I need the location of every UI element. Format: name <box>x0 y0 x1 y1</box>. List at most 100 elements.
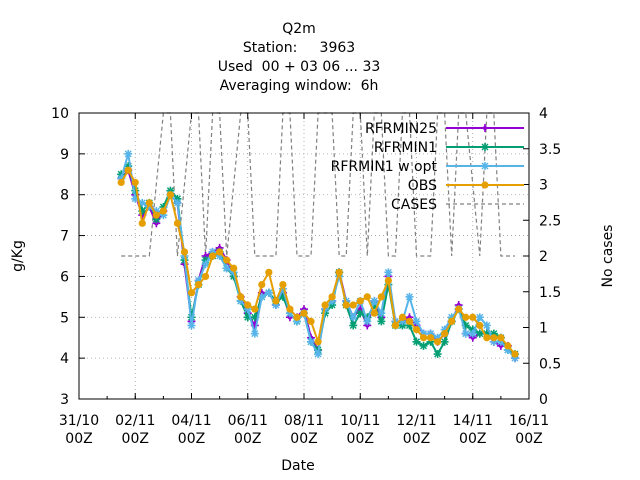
data-point <box>250 329 259 338</box>
data-point <box>433 350 442 359</box>
series-rfrmin1 <box>117 162 519 359</box>
data-point <box>279 281 287 289</box>
data-point <box>468 329 477 338</box>
y2-tick-label: 0.5 <box>539 356 561 372</box>
data-point <box>419 341 428 350</box>
data-point <box>124 166 132 174</box>
data-point <box>223 256 231 264</box>
data-point <box>131 178 139 187</box>
y-tick-label: 4 <box>60 351 69 367</box>
data-point <box>490 334 498 342</box>
data-point <box>370 309 378 317</box>
data-point <box>264 288 273 297</box>
y2-tick-label: 1.5 <box>539 285 561 301</box>
plot-border <box>78 112 530 400</box>
y-tick-label: 9 <box>60 147 69 163</box>
legend-label: RFRMIN25 <box>365 121 437 137</box>
legend: RFRMIN25 RFRMIN1 RFRMIN1 w opt OBS CASES <box>331 121 524 213</box>
data-point <box>173 219 182 227</box>
data-point <box>412 325 421 334</box>
data-point <box>384 276 392 285</box>
data-point <box>440 337 449 346</box>
data-point <box>208 252 217 260</box>
data-point <box>483 334 491 342</box>
series-line <box>120 164 516 357</box>
series-line <box>120 168 516 355</box>
x-tick-label: 31/10 <box>59 413 99 429</box>
data-point <box>187 289 196 297</box>
data-point <box>314 350 323 359</box>
x-tick-label: 06/11 <box>228 413 268 429</box>
data-point <box>412 337 421 346</box>
title-line-2: Station: 3963 <box>243 40 355 56</box>
data-point <box>194 281 203 289</box>
y2-tick-label: 1 <box>539 321 548 337</box>
legend-entry: CASES <box>391 197 524 213</box>
data-point <box>222 264 231 273</box>
data-point <box>356 297 364 305</box>
legend-label: CASES <box>391 197 437 213</box>
x-axis: 31/10 00Z 02/11 00Z 04/11 00Z 06/11 00Z 08/11 00Z… <box>59 113 549 447</box>
data-point <box>481 124 489 132</box>
data-point <box>391 321 400 330</box>
data-point <box>124 149 133 158</box>
data-point <box>230 264 238 272</box>
data-point <box>173 198 182 207</box>
data-point <box>117 178 125 187</box>
x-tick-label: 00Z <box>122 431 149 447</box>
data-point <box>511 350 519 358</box>
x-tick-label: 00Z <box>347 431 374 447</box>
y2-axis-label: No cases <box>600 225 616 288</box>
data-point <box>475 313 484 322</box>
data-point <box>265 268 273 276</box>
y-tick-label: 6 <box>60 269 69 285</box>
data-point <box>307 337 316 346</box>
data-point <box>321 301 329 309</box>
legend-entry: RFRMIN1 <box>374 140 524 156</box>
data-point <box>363 317 372 326</box>
series-rfrmin1-w-opt <box>117 149 519 363</box>
data-point <box>412 317 421 326</box>
data-point <box>237 293 245 301</box>
data-point <box>342 301 350 309</box>
legend-entry: RFRMIN25 <box>365 121 524 137</box>
data-point <box>481 181 489 189</box>
data-point <box>300 309 308 317</box>
data-point <box>426 334 435 342</box>
title-line-4: Averaging window: 6h <box>220 78 379 94</box>
data-point <box>145 199 153 207</box>
title-line-1: Q2m <box>282 21 316 37</box>
data-point <box>455 305 463 313</box>
x-tick-label: 12/11 <box>396 413 436 429</box>
x-tick-label: 00Z <box>515 431 542 447</box>
data-point <box>433 338 442 346</box>
data-point <box>201 272 210 281</box>
data-point <box>201 260 210 269</box>
legend-entry: OBS <box>408 178 524 194</box>
data-point <box>497 334 505 342</box>
data-point <box>159 207 167 215</box>
x-tick-label: 00Z <box>178 431 205 447</box>
x-tick-label: 00Z <box>403 431 430 447</box>
x-tick-label: 14/11 <box>453 413 493 429</box>
legend-entry: RFRMIN1 w opt <box>331 159 524 175</box>
x-tick-label: 00Z <box>65 431 92 447</box>
x-tick-label: 16/11 <box>509 413 549 429</box>
data-point <box>419 334 428 342</box>
data-point <box>286 305 294 313</box>
y2-tick-label: 3 <box>539 178 548 194</box>
y-tick-label: 10 <box>51 106 69 122</box>
data-point <box>384 268 393 277</box>
data-point <box>448 317 456 325</box>
data-point <box>166 191 175 199</box>
legend-label: RFRMIN1 w opt <box>331 159 438 175</box>
data-series <box>117 149 519 363</box>
y-tick-label: 5 <box>60 310 69 326</box>
x-tick-label: 08/11 <box>284 413 324 429</box>
x-axis-label: Date <box>281 458 314 474</box>
data-point <box>481 143 489 151</box>
data-point <box>405 292 414 301</box>
data-point <box>293 313 301 321</box>
data-point <box>462 313 470 321</box>
